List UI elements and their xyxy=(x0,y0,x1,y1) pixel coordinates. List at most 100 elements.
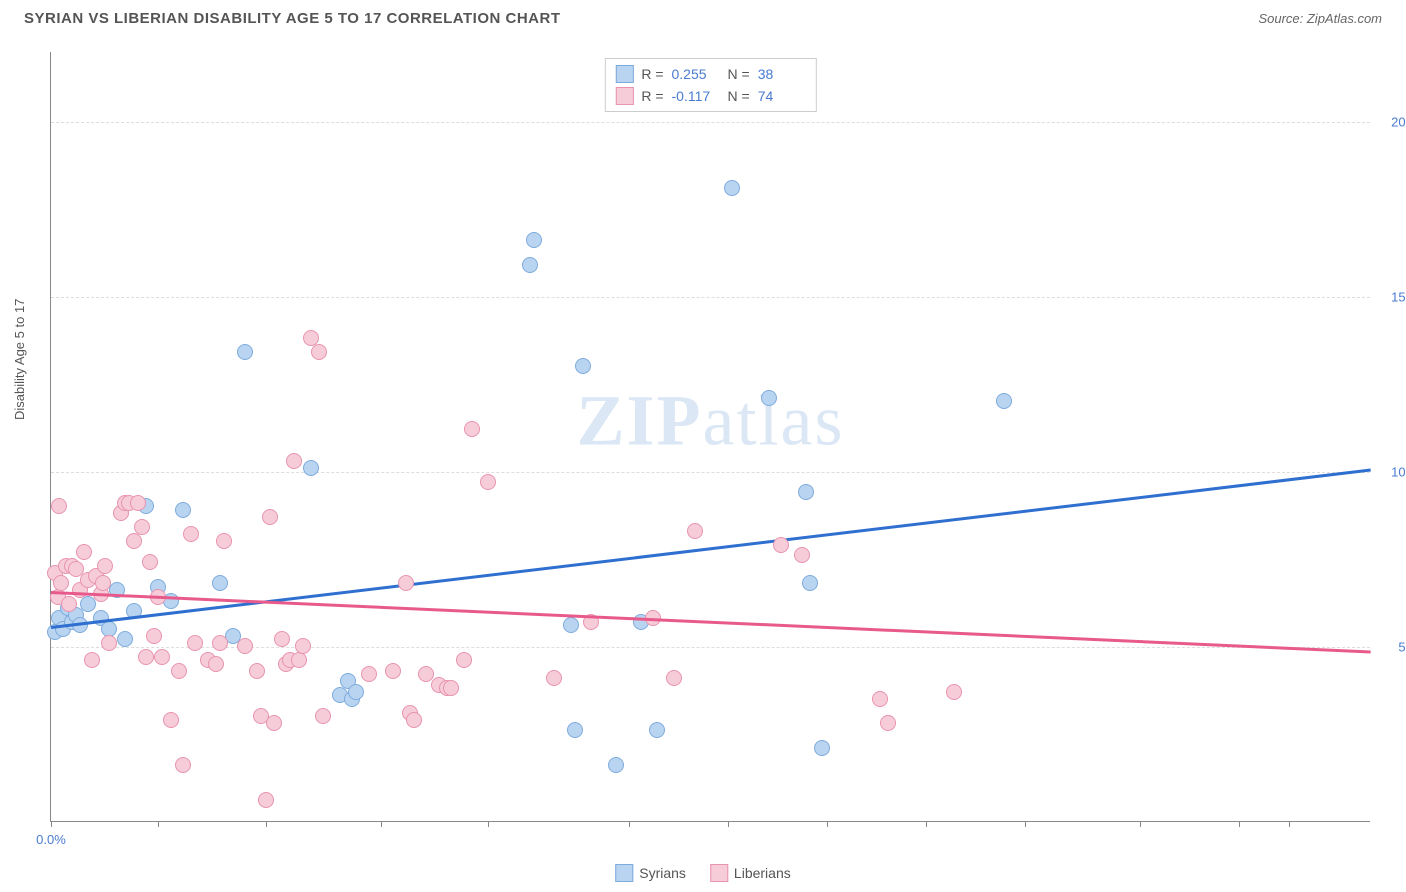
x-tick xyxy=(51,821,52,827)
chart-title: SYRIAN VS LIBERIAN DISABILITY AGE 5 TO 1… xyxy=(24,10,561,27)
data-point xyxy=(212,635,228,651)
data-point xyxy=(76,544,92,560)
data-point xyxy=(51,498,67,514)
data-point xyxy=(575,358,591,374)
data-point xyxy=(146,628,162,644)
data-point xyxy=(546,670,562,686)
r-value: -0.117 xyxy=(672,88,720,104)
data-point xyxy=(117,631,133,647)
data-point xyxy=(126,533,142,549)
data-point xyxy=(237,344,253,360)
legend-swatch xyxy=(615,87,633,105)
data-point xyxy=(163,712,179,728)
x-tick xyxy=(629,821,630,827)
data-point xyxy=(262,509,278,525)
data-point xyxy=(97,558,113,574)
trend-line xyxy=(51,469,1371,629)
y-tick-label: 5.0% xyxy=(1376,640,1406,655)
r-value: 0.255 xyxy=(672,66,720,82)
data-point xyxy=(666,670,682,686)
data-point xyxy=(798,484,814,500)
data-point xyxy=(208,656,224,672)
n-label: N = xyxy=(728,88,750,104)
data-point xyxy=(794,547,810,563)
x-tick xyxy=(827,821,828,827)
legend-label: Syrians xyxy=(639,865,686,881)
legend-stats-row: R = 0.255 N = 38 xyxy=(615,63,805,85)
data-point xyxy=(175,757,191,773)
n-value: 74 xyxy=(758,88,806,104)
data-point xyxy=(286,453,302,469)
data-point xyxy=(880,715,896,731)
x-tick xyxy=(381,821,382,827)
data-point xyxy=(216,533,232,549)
data-point xyxy=(53,575,69,591)
data-point xyxy=(946,684,962,700)
data-point xyxy=(237,638,253,654)
x-tick xyxy=(488,821,489,827)
data-point xyxy=(361,666,377,682)
data-point xyxy=(385,663,401,679)
data-point xyxy=(315,708,331,724)
data-point xyxy=(406,712,422,728)
data-point xyxy=(687,523,703,539)
data-point xyxy=(311,344,327,360)
r-label: R = xyxy=(641,88,663,104)
data-point xyxy=(154,649,170,665)
y-axis-label: Disability Age 5 to 17 xyxy=(12,299,27,420)
r-label: R = xyxy=(641,66,663,82)
x-tick xyxy=(1025,821,1026,827)
x-tick xyxy=(266,821,267,827)
legend-swatch xyxy=(710,864,728,882)
data-point xyxy=(187,635,203,651)
data-point xyxy=(130,495,146,511)
data-point xyxy=(274,631,290,647)
data-point xyxy=(212,575,228,591)
legend-stats-row: R = -0.117 N = 74 xyxy=(615,85,805,107)
data-point xyxy=(872,691,888,707)
x-tick-label: 0.0% xyxy=(36,832,66,847)
chart-plot-area: ZIPatlas R =0.255N =38R =-0.117N =74 5.0… xyxy=(50,52,1370,822)
x-tick xyxy=(158,821,159,827)
series-legend: Syrians Liberians xyxy=(615,864,791,882)
data-point xyxy=(183,526,199,542)
data-point xyxy=(61,596,77,612)
data-point xyxy=(567,722,583,738)
legend-item: Liberians xyxy=(710,864,791,882)
data-point xyxy=(649,722,665,738)
data-point xyxy=(398,575,414,591)
data-point xyxy=(563,617,579,633)
data-point xyxy=(724,180,740,196)
legend-item: Syrians xyxy=(615,864,686,882)
data-point xyxy=(456,652,472,668)
data-point xyxy=(608,757,624,773)
data-point xyxy=(464,421,480,437)
data-point xyxy=(295,638,311,654)
data-point xyxy=(480,474,496,490)
data-point xyxy=(266,715,282,731)
y-tick-label: 15.0% xyxy=(1376,290,1406,305)
x-tick xyxy=(926,821,927,827)
gridline xyxy=(51,122,1370,123)
y-tick-label: 20.0% xyxy=(1376,115,1406,130)
data-point xyxy=(142,554,158,570)
data-point xyxy=(134,519,150,535)
data-point xyxy=(84,652,100,668)
data-point xyxy=(996,393,1012,409)
source-label: Source: ZipAtlas.com xyxy=(1258,11,1382,26)
watermark: ZIPatlas xyxy=(577,380,845,463)
data-point xyxy=(175,502,191,518)
n-value: 38 xyxy=(758,66,806,82)
gridline xyxy=(51,472,1370,473)
correlation-legend: R = 0.255 N = 38 R = -0.117 N = 74 xyxy=(604,58,816,112)
data-point xyxy=(522,257,538,273)
n-label: N = xyxy=(728,66,750,82)
data-point xyxy=(761,390,777,406)
data-point xyxy=(171,663,187,679)
data-point xyxy=(443,680,459,696)
data-point xyxy=(814,740,830,756)
data-point xyxy=(138,649,154,665)
data-point xyxy=(95,575,111,591)
legend-swatch xyxy=(615,65,633,83)
data-point xyxy=(101,635,117,651)
